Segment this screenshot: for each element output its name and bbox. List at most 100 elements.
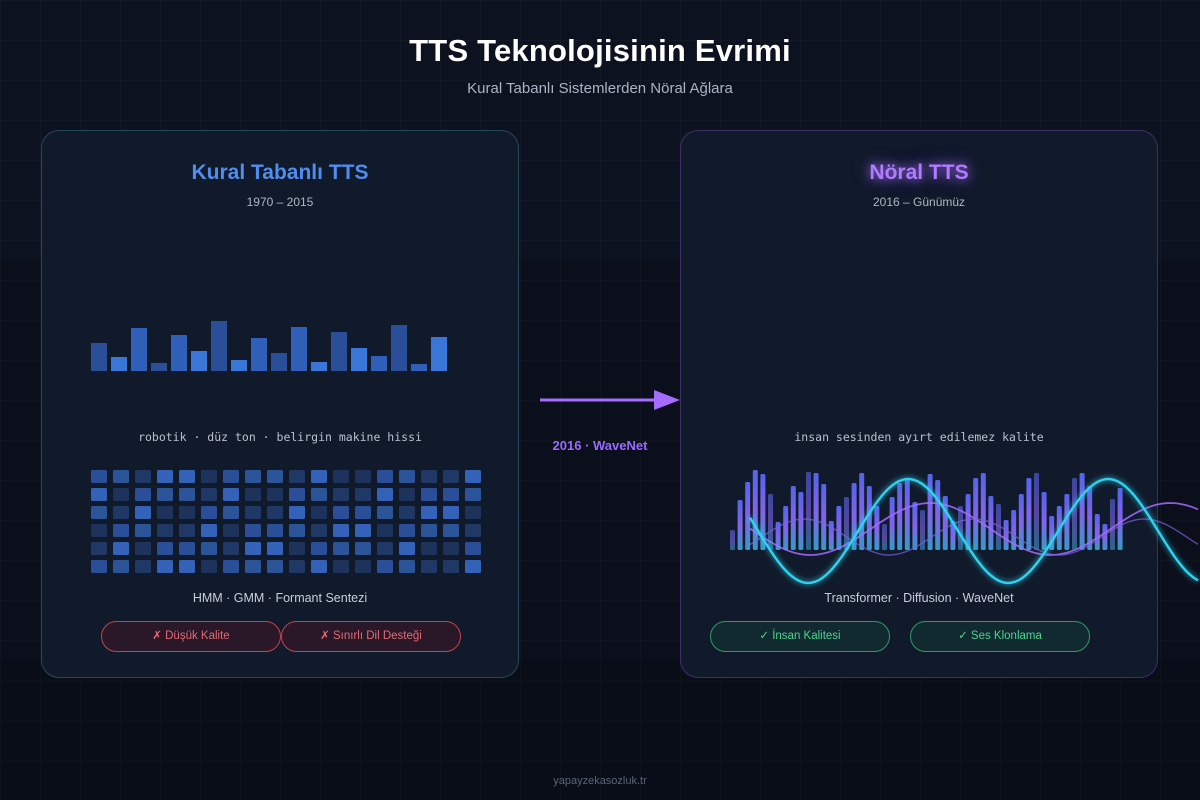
background-band-bottom [0,660,1200,800]
spectral-cell [157,542,173,555]
spectral-cell [267,542,283,555]
spectral-cell [443,560,459,573]
spectral-cell [399,506,415,519]
spectral-cell [355,524,371,537]
spectral-cell [289,524,305,537]
spectral-cell [157,560,173,573]
spectral-cell [377,470,393,483]
page-title: TTS Teknolojisinin Evrimi [409,33,791,68]
spectral-cell [377,560,393,573]
spectral-cell [245,542,261,555]
human-quality-chip: ✓ İnsan Kalitesi [710,621,890,652]
neural-bar [836,506,842,550]
spectral-cell [201,542,217,555]
spectral-cell [333,506,349,519]
spectral-cell [223,542,239,555]
spectral-cell [267,560,283,573]
neural-bar [996,504,1001,550]
neural-bar [813,473,819,550]
spectral-cell [157,488,173,501]
spectral-cell [355,488,371,501]
spectral-cell [311,524,327,537]
spectral-cell [289,542,305,555]
spectral-cell [113,488,129,501]
spectral-cell [465,488,481,501]
spectral-cell [311,488,327,501]
neural-bar [1102,524,1108,550]
spectral-cell [377,506,393,519]
spectral-cell [157,506,173,519]
spectral-cell [267,506,283,519]
rule-bar [111,357,127,371]
neural-bar [798,492,804,550]
neural-bar [730,530,735,550]
neural-panel: Nöral TTS 2016 – Günümüz insan sesinden … [680,130,1158,678]
spectral-cell [377,488,393,501]
rule-bar [151,363,167,371]
rule-based-techniques: HMM · GMM · Formant Sentezi [192,591,368,605]
rule-bar [411,364,427,371]
spectral-cell [135,470,151,483]
spectral-cell [113,506,129,519]
spectral-cell [289,470,305,483]
spectral-cell [311,542,327,555]
neural-bar [1110,499,1115,550]
neural-bar [1064,494,1070,550]
neural-bar [950,521,956,550]
rule-bar [191,351,207,371]
neural-bar [859,473,865,550]
spectral-cell [289,506,305,519]
neural-bar [889,497,895,550]
spectral-cell [179,524,195,537]
spectral-cell [377,542,393,555]
neural-bar [965,494,971,550]
spectral-cell [355,542,371,555]
spectral-cell [355,506,371,519]
spectral-cell [399,488,415,501]
neural-period: 2016 – Günümüz [872,195,966,209]
neural-bar [1087,486,1093,550]
neural-bar [882,524,887,550]
spectral-cell [223,560,239,573]
transition-arrow [540,390,680,410]
low-quality-chip: ✗ Düşük Kalite [101,621,281,652]
spectral-cell [245,560,261,573]
neural-bar [904,480,910,550]
spectral-cell [333,560,349,573]
spectral-cell [267,470,283,483]
spectral-cell [355,470,371,483]
arrow-head [654,390,680,410]
rule-bar [351,348,367,371]
neural-bar [745,482,751,550]
spectral-cell [201,506,217,519]
spectral-cell [443,506,459,519]
spectral-cell [201,488,217,501]
spectral-cell [179,488,195,501]
neural-bar [775,522,781,550]
neural-bar [1117,488,1123,550]
neural-bar [760,474,766,550]
spectral-cell [355,560,371,573]
spectral-cell [443,542,459,555]
rule-bar [231,360,247,371]
spectral-cell [245,470,261,483]
neural-bar [874,506,880,550]
spectral-cell [223,470,239,483]
neural-bar [1094,514,1100,550]
spectral-cell [311,506,327,519]
spectral-cell [135,560,151,573]
neural-bar [806,472,811,550]
spectral-cell [465,542,481,555]
spectral-cell [245,524,261,537]
neural-bar [1003,520,1009,550]
neural-bar [768,494,773,550]
neural-bar [790,486,796,550]
neural-bar [851,483,857,550]
rule-bar [171,335,187,371]
spectral-cell [245,506,261,519]
rule-based-panel: Kural Tabanlı TTS 1970 – 2015 robotik · … [41,130,519,678]
spectral-cell [421,470,437,483]
rule-based-period: 1970 – 2015 [246,195,314,209]
neural-bar [844,497,849,550]
violet-wave [749,518,1199,556]
